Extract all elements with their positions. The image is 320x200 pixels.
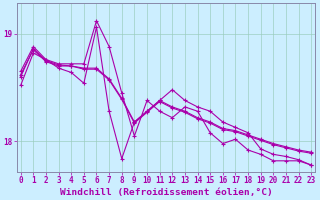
X-axis label: Windchill (Refroidissement éolien,°C): Windchill (Refroidissement éolien,°C) bbox=[60, 188, 272, 197]
